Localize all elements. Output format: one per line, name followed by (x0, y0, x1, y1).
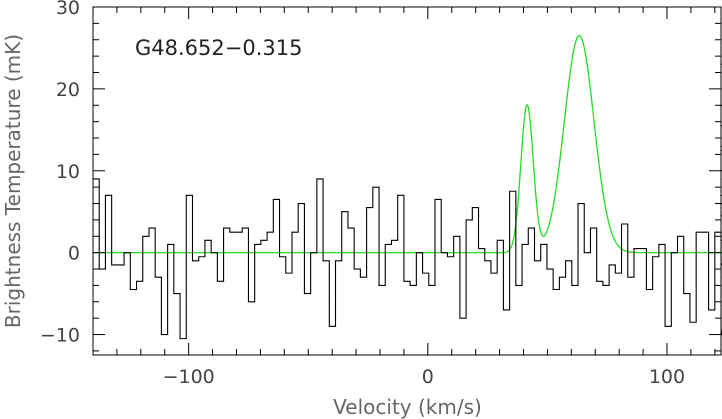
x-axis-label: Velocity (km/s) (333, 395, 482, 419)
y-tick-label: 30 (56, 0, 80, 19)
x-tick-label: 0 (422, 366, 434, 388)
spectrum-histogram (93, 18, 722, 340)
y-tick-label: −10 (40, 325, 80, 347)
x-tick-label: 100 (649, 366, 685, 388)
y-tick-label: 20 (56, 79, 80, 101)
x-tick-label: −100 (163, 366, 215, 388)
y-tick-label: 10 (56, 161, 80, 183)
fit-curve (93, 34, 722, 254)
axis-ticks (92, 6, 721, 355)
chart-title: G48.652−0.315 (135, 36, 302, 60)
y-axis-label: Brightness Temperature (mK) (1, 34, 25, 328)
plot-frame (92, 6, 722, 356)
y-tick-label: 0 (68, 243, 80, 265)
